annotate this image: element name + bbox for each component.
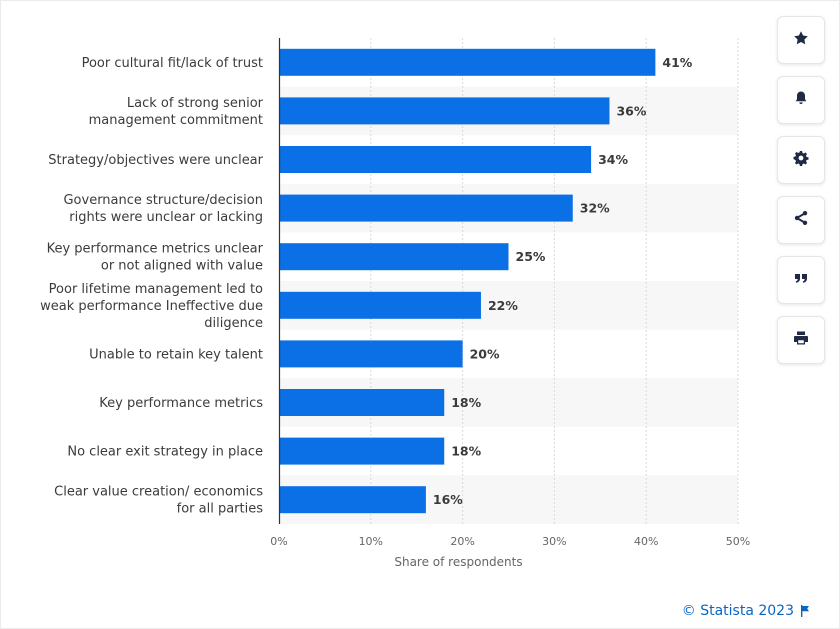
bar[interactable]: [279, 486, 426, 514]
x-tick-label: 20%: [450, 535, 474, 548]
x-tick-label: 0%: [270, 535, 287, 548]
bar[interactable]: [279, 389, 445, 416]
data-label: 41%: [662, 55, 692, 70]
print-button[interactable]: [777, 316, 825, 364]
category-label: Poor cultural fit/lack of trust: [82, 56, 263, 71]
data-label: 32%: [580, 201, 610, 216]
x-tick-label: 40%: [634, 535, 658, 548]
share-icon: [793, 210, 809, 231]
category-label: Clear value creation/ economics for all p…: [54, 485, 263, 517]
data-label: 18%: [451, 395, 481, 410]
data-label: 34%: [598, 152, 628, 167]
share-button[interactable]: [777, 196, 825, 244]
data-label: 16%: [433, 492, 463, 507]
bar[interactable]: [279, 291, 481, 319]
printer-icon: [793, 330, 809, 351]
category-label: Poor lifetime management led to weak perf…: [40, 282, 263, 331]
favorite-button[interactable]: [777, 16, 825, 64]
category-label: Key performance metrics unclear or not al…: [47, 242, 264, 274]
x-axis-title: Share of respondents: [394, 555, 522, 569]
cite-button[interactable]: [777, 256, 825, 304]
data-label: 25%: [516, 249, 546, 264]
category-label: No clear exit strategy in place: [67, 445, 263, 460]
bar[interactable]: [279, 437, 445, 465]
toolbar: [777, 16, 825, 376]
bar[interactable]: [279, 340, 463, 368]
gear-icon: [793, 150, 809, 171]
bar[interactable]: [279, 97, 610, 125]
flag-icon[interactable]: [800, 605, 810, 617]
statista-credit[interactable]: © Statista 2023: [682, 603, 810, 619]
bar-chart: Poor cultural fit/lack of trust Lack of s…: [40, 38, 750, 569]
quote-icon: [793, 270, 809, 291]
x-tick-label: 50%: [726, 535, 750, 548]
category-label: Unable to retain key talent: [89, 347, 263, 362]
x-tick-label: 30%: [542, 535, 566, 548]
bar[interactable]: [279, 194, 573, 222]
category-label: Lack of strong senior management commitme…: [89, 96, 264, 128]
data-label: 20%: [470, 346, 500, 361]
bell-icon: [793, 90, 809, 111]
credit-text[interactable]: © Statista 2023: [681, 603, 794, 619]
settings-button[interactable]: [777, 136, 825, 184]
notification-button[interactable]: [777, 76, 825, 124]
category-label: Key performance metrics: [99, 396, 263, 411]
x-tick-label: 10%: [359, 535, 383, 548]
data-label: 22%: [488, 298, 518, 313]
bar[interactable]: [279, 48, 656, 76]
data-label: 36%: [616, 103, 646, 118]
star-icon: [793, 30, 809, 51]
category-label: Governance structure/decision rights were…: [63, 193, 263, 225]
data-label: 18%: [451, 444, 481, 459]
bar[interactable]: [279, 243, 509, 271]
category-label: Strategy/objectives were unclear: [48, 153, 263, 168]
bar[interactable]: [279, 146, 592, 173]
